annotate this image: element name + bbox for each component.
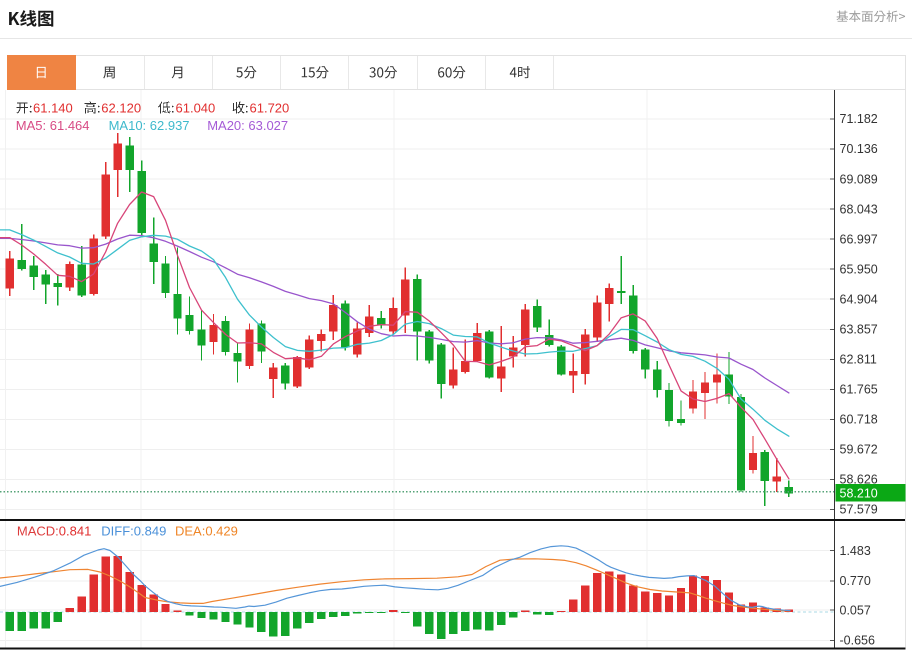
svg-text:69.089: 69.089 <box>840 172 878 186</box>
svg-text:57.579: 57.579 <box>840 503 878 517</box>
svg-text:1.483: 1.483 <box>840 544 871 558</box>
svg-text:61.720: 61.720 <box>250 101 290 116</box>
svg-text:64.904: 64.904 <box>840 292 878 306</box>
svg-text:71.182: 71.182 <box>840 112 878 126</box>
svg-text:0.057: 0.057 <box>840 603 871 617</box>
svg-text:70.136: 70.136 <box>840 142 878 156</box>
svg-text:MA10: 62.937: MA10: 62.937 <box>109 118 190 133</box>
svg-text:66.997: 66.997 <box>840 232 878 246</box>
svg-text:58.210: 58.210 <box>840 486 878 500</box>
svg-text:68.043: 68.043 <box>840 202 878 216</box>
svg-text:MA5: 61.464: MA5: 61.464 <box>16 118 90 133</box>
svg-text:-0.656: -0.656 <box>840 634 875 648</box>
svg-text:0.770: 0.770 <box>840 574 871 588</box>
svg-text:58.626: 58.626 <box>840 473 878 487</box>
svg-text:60.718: 60.718 <box>840 413 878 427</box>
svg-text:61.140: 61.140 <box>33 101 73 116</box>
svg-text:61.040: 61.040 <box>176 101 216 116</box>
svg-text:62.811: 62.811 <box>840 353 877 367</box>
svg-text:59.672: 59.672 <box>840 443 878 457</box>
svg-text:61.765: 61.765 <box>840 383 878 397</box>
svg-text:DIFF:0.849: DIFF:0.849 <box>101 524 166 539</box>
svg-text:62.120: 62.120 <box>101 101 141 116</box>
svg-text:MACD:0.841: MACD:0.841 <box>17 524 91 539</box>
svg-text:DEA:0.429: DEA:0.429 <box>175 524 238 539</box>
svg-text:65.950: 65.950 <box>840 262 878 276</box>
svg-text:63.857: 63.857 <box>840 323 878 337</box>
svg-text:MA20: 63.027: MA20: 63.027 <box>207 118 288 133</box>
